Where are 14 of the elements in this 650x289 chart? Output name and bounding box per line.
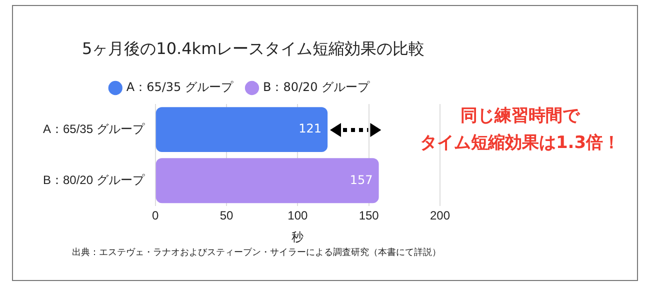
legend-label: A：65/35 グループ xyxy=(126,80,234,94)
annotation: タイム短縮効果は1.3倍！ xyxy=(418,132,622,155)
data-label: 121 xyxy=(298,122,322,136)
x-tick-label: 50 xyxy=(220,208,234,223)
x-tick-label: 100 xyxy=(288,208,308,223)
x-tick-label: 200 xyxy=(430,208,450,223)
x-tick-label: 150 xyxy=(358,208,380,223)
chart-title: 5ヶ月後の10.4kmレースタイム短縮効果の比較 xyxy=(82,39,425,58)
legend-label: B：80/20 グループ xyxy=(262,80,371,94)
source-note: 出典：エステヴェ・ラナオおよびスティーブン・サイラーによる調査研究（本書にて詳説） xyxy=(72,246,441,259)
text: 同じ練習時間で xyxy=(460,105,582,128)
x-tick-label: 0 xyxy=(152,208,160,223)
data-label: 157 xyxy=(350,172,373,187)
x-axis-title: 秒 xyxy=(292,230,304,244)
